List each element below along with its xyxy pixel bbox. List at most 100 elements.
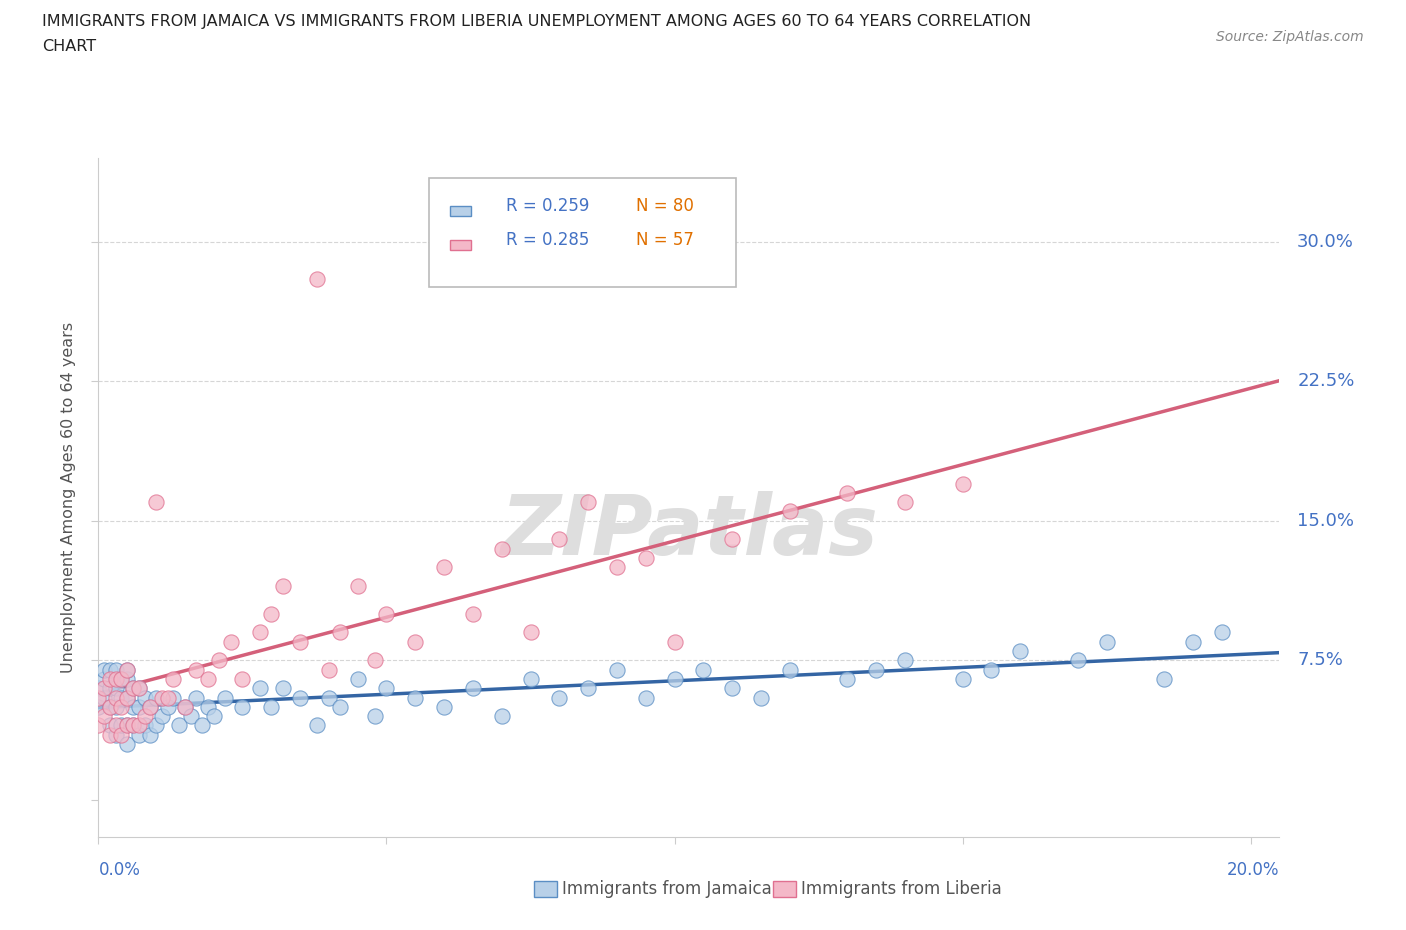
Point	[98, 681, 121, 696]
Point	[329, 625, 352, 640]
FancyBboxPatch shape	[429, 179, 737, 287]
Point	[134, 690, 156, 705]
Point	[122, 681, 145, 696]
Point	[197, 671, 219, 686]
Point	[249, 625, 271, 640]
Point	[375, 606, 398, 621]
Text: Immigrants from Jamaica: Immigrants from Jamaica	[562, 880, 772, 898]
Point	[249, 681, 271, 696]
Point	[197, 699, 219, 714]
FancyBboxPatch shape	[450, 241, 471, 250]
Text: 30.0%: 30.0%	[1298, 232, 1354, 251]
Point	[1153, 671, 1175, 686]
Point	[1211, 625, 1233, 640]
Point	[162, 671, 184, 686]
Point	[115, 671, 138, 686]
Point	[98, 699, 121, 714]
Point	[115, 690, 138, 705]
Point	[156, 690, 179, 705]
Point	[779, 662, 801, 677]
Text: 0.0%: 0.0%	[98, 860, 141, 879]
Point	[749, 690, 772, 705]
Point	[271, 578, 294, 593]
Point	[104, 690, 127, 705]
Point	[548, 690, 571, 705]
Point	[180, 709, 202, 724]
Point	[346, 671, 368, 686]
Point	[364, 709, 387, 724]
Point	[1067, 653, 1090, 668]
Point	[191, 718, 214, 733]
Point	[721, 532, 744, 547]
Point	[93, 671, 115, 686]
Point	[98, 671, 121, 686]
Point	[664, 671, 686, 686]
Point	[837, 671, 859, 686]
Point	[139, 699, 162, 714]
Point	[115, 718, 138, 733]
Point	[404, 634, 426, 649]
Point	[128, 681, 150, 696]
Point	[104, 681, 127, 696]
Point	[115, 662, 138, 677]
Point	[110, 699, 132, 714]
Point	[150, 690, 173, 705]
Text: 15.0%: 15.0%	[1298, 512, 1354, 530]
Point	[433, 560, 456, 575]
Point	[128, 699, 150, 714]
Point	[548, 532, 571, 547]
Point	[208, 653, 231, 668]
Point	[461, 606, 484, 621]
Point	[110, 690, 132, 705]
Point	[952, 476, 974, 491]
Point	[104, 718, 127, 733]
Text: 20.0%: 20.0%	[1227, 860, 1279, 879]
Point	[104, 671, 127, 686]
Point	[186, 690, 208, 705]
Point	[122, 718, 145, 733]
Point	[260, 699, 283, 714]
Point	[87, 699, 110, 714]
Point	[634, 551, 657, 565]
Point	[104, 699, 127, 714]
Point	[167, 718, 190, 733]
Point	[145, 495, 167, 510]
Point	[721, 681, 744, 696]
Point	[156, 699, 179, 714]
Point	[606, 662, 628, 677]
Point	[87, 681, 110, 696]
Point	[110, 727, 132, 742]
Point	[491, 709, 513, 724]
Point	[346, 578, 368, 593]
Point	[93, 662, 115, 677]
Point	[231, 671, 253, 686]
Point	[404, 690, 426, 705]
Point	[110, 718, 132, 733]
Text: Source: ZipAtlas.com: Source: ZipAtlas.com	[1216, 30, 1364, 44]
Point	[122, 699, 145, 714]
Text: 7.5%: 7.5%	[1298, 651, 1343, 670]
Text: IMMIGRANTS FROM JAMAICA VS IMMIGRANTS FROM LIBERIA UNEMPLOYMENT AMONG AGES 60 TO: IMMIGRANTS FROM JAMAICA VS IMMIGRANTS FR…	[42, 14, 1032, 29]
Point	[318, 662, 340, 677]
Point	[288, 634, 311, 649]
Text: R = 0.285: R = 0.285	[506, 231, 589, 248]
Point	[128, 727, 150, 742]
Point	[779, 504, 801, 519]
Point	[122, 718, 145, 733]
Point	[952, 671, 974, 686]
Point	[202, 709, 225, 724]
Point	[139, 727, 162, 742]
Y-axis label: Unemployment Among Ages 60 to 64 years: Unemployment Among Ages 60 to 64 years	[60, 322, 76, 673]
Point	[122, 681, 145, 696]
Point	[115, 690, 138, 705]
Point	[1095, 634, 1118, 649]
Point	[519, 671, 541, 686]
Point	[1010, 644, 1032, 658]
Point	[110, 671, 132, 686]
Point	[115, 662, 138, 677]
Point	[98, 727, 121, 742]
Point	[128, 681, 150, 696]
Point	[288, 690, 311, 705]
Point	[128, 718, 150, 733]
Point	[98, 699, 121, 714]
